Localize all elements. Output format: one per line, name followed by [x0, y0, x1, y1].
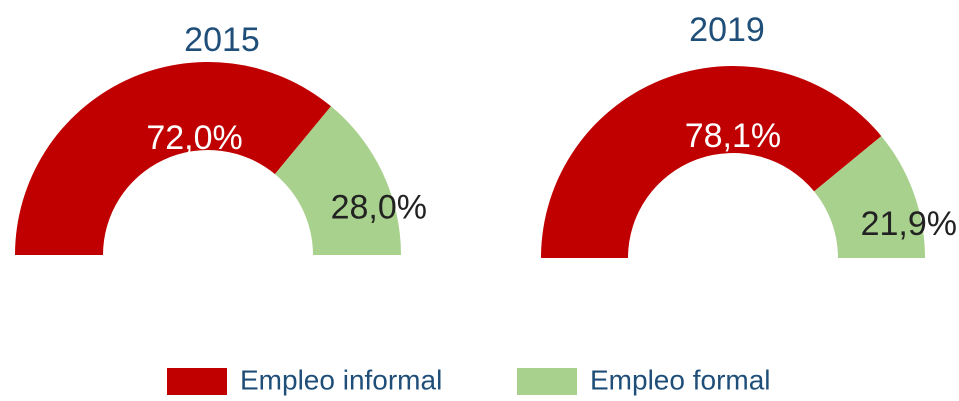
- data-label: 72,0%: [146, 119, 242, 157]
- data-label: 21,9%: [861, 205, 957, 243]
- legend-label: Empleo informal: [240, 364, 442, 395]
- segment: [15, 62, 332, 256]
- legend-swatch: [517, 368, 577, 395]
- legend-swatch: [167, 368, 227, 395]
- data-label: 78,1%: [685, 117, 781, 155]
- chart-title: 2015: [184, 21, 260, 59]
- segment: [541, 65, 882, 258]
- data-label: 28,0%: [331, 189, 427, 227]
- segment: [814, 136, 925, 258]
- segment: [274, 106, 401, 255]
- legend-label: Empleo formal: [590, 364, 771, 395]
- chart-title: 2019: [689, 11, 765, 49]
